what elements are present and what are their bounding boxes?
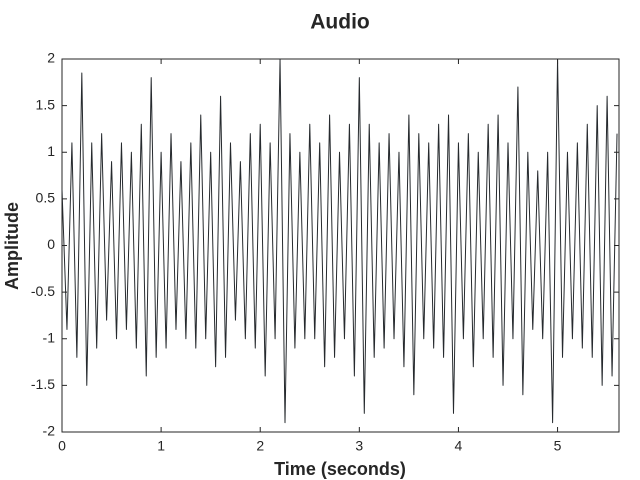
y-tick-label: 1.5 <box>36 96 56 112</box>
x-axis-label: Time (seconds) <box>274 459 406 479</box>
x-tick-label: 4 <box>455 438 463 454</box>
y-axis-label: Amplitude <box>2 202 22 290</box>
y-tick-label: 0 <box>47 236 55 252</box>
x-tick-label: 3 <box>355 438 363 454</box>
y-tick-label: -1 <box>43 329 56 345</box>
y-tick-label: -1.5 <box>31 376 55 392</box>
y-tick-label: -0.5 <box>31 283 55 299</box>
x-tick-label: 1 <box>157 438 165 454</box>
y-tick-label: -2 <box>43 423 56 439</box>
x-tick-label: 2 <box>256 438 264 454</box>
y-tick-label: 1 <box>47 143 55 159</box>
chart-title: Audio <box>310 11 369 34</box>
waveform <box>61 58 618 424</box>
y-tick-label: 0.5 <box>36 190 56 206</box>
x-tick-label: 0 <box>58 438 66 454</box>
y-tick-label: 2 <box>47 50 55 66</box>
x-tick-label: 5 <box>554 438 562 454</box>
